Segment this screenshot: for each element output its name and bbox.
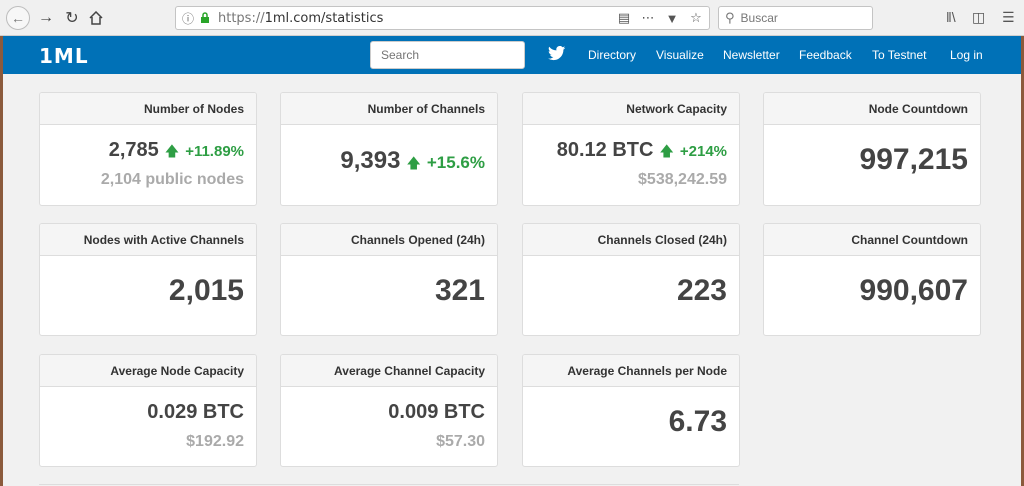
- stat-value: 0.029 BTC: [147, 401, 244, 423]
- card-title: Number of Nodes: [40, 93, 256, 125]
- card-channels-closed: Channels Closed (24h) 223: [522, 223, 740, 336]
- card-channels-opened: Channels Opened (24h) 321: [280, 223, 498, 336]
- site-navbar: 1ML Directory Visualize Newsletter Feedb…: [3, 36, 1021, 74]
- card-title: Channels Opened (24h): [281, 224, 497, 256]
- stat-subvalue: $57.30: [436, 433, 485, 450]
- stat-change: +15.6%: [426, 153, 485, 172]
- card-channel-countdown: Channel Countdown 990,607: [763, 223, 981, 336]
- stat-subvalue: $538,242.59: [638, 171, 727, 188]
- stat-subvalue: 2,104 public nodes: [100, 171, 244, 188]
- page-actions-icon[interactable]: ⋯: [641, 10, 655, 25]
- stat-value: 990,607: [859, 274, 968, 307]
- bookmark-star-icon[interactable]: ☆: [690, 10, 702, 25]
- stat-subvalue: $192.92: [186, 433, 244, 450]
- stat-value: 2,785: [108, 139, 159, 161]
- stat-value: 80.12 BTC: [556, 139, 654, 161]
- site-logo[interactable]: 1ML: [39, 44, 89, 68]
- nav-newsletter[interactable]: Newsletter: [723, 48, 780, 62]
- card-node-countdown: Node Countdown 997,215: [763, 92, 981, 206]
- home-icon[interactable]: [84, 6, 108, 30]
- browser-toolbar: ← → ↻ ⓘ https://1ml.com/statistics ▤ ⋯ ▼…: [0, 0, 1024, 36]
- card-average-node-capacity: Average Node Capacity 0.029 BTC $192.92: [39, 354, 257, 467]
- browser-search-field[interactable]: ⚲ Buscar: [718, 6, 873, 30]
- sidebar-icon[interactable]: ◫: [972, 9, 986, 25]
- card-title: Average Channel Capacity: [281, 355, 497, 387]
- search-icon: ⚲: [725, 10, 735, 25]
- nav-feedback[interactable]: Feedback: [799, 48, 852, 62]
- stat-value: 0.009 BTC: [388, 401, 485, 423]
- stat-value: 6.73: [668, 405, 727, 438]
- card-average-channel-capacity: Average Channel Capacity 0.009 BTC $57.3…: [280, 354, 498, 467]
- card-number-of-nodes: Number of Nodes 2,785 🡅 +11.89% 2,104 pu…: [39, 92, 257, 206]
- card-average-channels-per-node: Average Channels per Node 6.73: [522, 354, 740, 467]
- address-bar[interactable]: ⓘ https://1ml.com/statistics ▤ ⋯ ▼ ☆: [175, 6, 710, 30]
- stat-value: 2,015: [168, 274, 244, 307]
- stat-value: 9,393: [340, 147, 401, 174]
- stat-value: 321: [434, 274, 485, 307]
- page: 1ML Directory Visualize Newsletter Feedb…: [3, 36, 1021, 486]
- card-title: Nodes with Active Channels: [40, 224, 256, 256]
- browser-search-placeholder: Buscar: [740, 11, 778, 25]
- arrow-up-icon: 🡅: [659, 143, 674, 159]
- stat-value: 997,215: [859, 143, 968, 176]
- card-nodes-with-active-channels: Nodes with Active Channels 2,015: [39, 223, 257, 336]
- next-row-edge: [39, 484, 739, 486]
- card-network-capacity: Network Capacity 80.12 BTC 🡅 +214% $538,…: [522, 92, 740, 206]
- reader-view-icon[interactable]: ▤: [617, 10, 631, 25]
- back-icon[interactable]: ←: [6, 6, 30, 30]
- forward-icon[interactable]: →: [38, 9, 54, 26]
- menu-icon[interactable]: ☰: [1002, 9, 1015, 25]
- card-title: Average Channels per Node: [523, 355, 739, 387]
- nav-login[interactable]: Log in: [950, 48, 983, 62]
- nav-visualize[interactable]: Visualize: [656, 48, 704, 62]
- card-title: Node Countdown: [764, 93, 980, 125]
- card-title: Network Capacity: [523, 93, 739, 125]
- stat-change: +214%: [679, 143, 727, 160]
- twitter-icon[interactable]: [548, 45, 566, 62]
- arrow-up-icon: 🡅: [164, 143, 180, 159]
- nav-to-testnet[interactable]: To Testnet: [872, 48, 927, 62]
- stat-change: +11.89%: [185, 143, 244, 160]
- url-text: https://1ml.com/statistics: [218, 10, 384, 26]
- site-search-input[interactable]: [370, 41, 525, 69]
- info-icon[interactable]: ⓘ: [181, 11, 194, 26]
- arrow-up-icon: 🡅: [406, 155, 421, 171]
- card-title: Channel Countdown: [764, 224, 980, 256]
- card-title: Average Node Capacity: [40, 355, 256, 387]
- nav-directory[interactable]: Directory: [588, 48, 637, 62]
- reload-icon[interactable]: ↻: [65, 10, 79, 27]
- card-title: Number of Channels: [281, 93, 497, 125]
- card-number-of-channels: Number of Channels 9,393 🡅 +15.6%: [280, 92, 498, 206]
- card-title: Channels Closed (24h): [523, 224, 739, 256]
- library-icon[interactable]: ‖\: [946, 9, 956, 25]
- pocket-icon[interactable]: ▼: [665, 10, 679, 26]
- stat-value: 223: [676, 274, 727, 307]
- lock-icon: [198, 11, 212, 25]
